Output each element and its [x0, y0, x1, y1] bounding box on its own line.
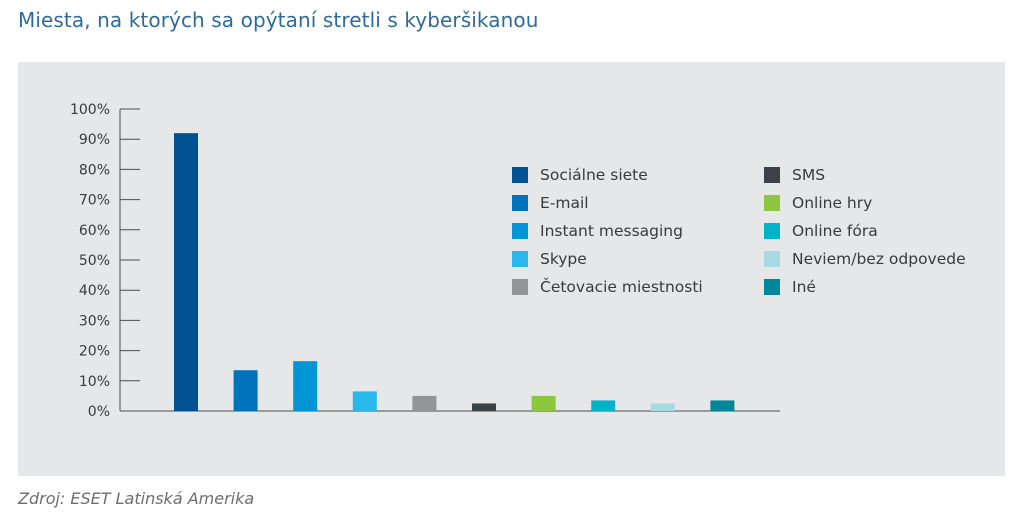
bar-4 [352, 391, 377, 411]
bar-5 [412, 395, 437, 411]
source-note: Zdroj: ESET Latinská Amerika [18, 489, 255, 508]
legend-label: Online fóra [792, 222, 878, 240]
legend-label: E-mail [540, 194, 589, 212]
y-tick-label: 40% [79, 283, 110, 299]
legend-swatch [764, 167, 780, 183]
bar-8 [591, 400, 616, 411]
legend-label: Iné [792, 278, 816, 296]
y-tick-label: 20% [79, 344, 110, 360]
y-tick-label: 30% [79, 313, 110, 329]
legend-swatch [512, 167, 528, 183]
y-tick-label: 80% [79, 162, 110, 178]
y-tick-label: 100% [70, 102, 110, 118]
y-tick-label: 60% [79, 223, 110, 239]
legend-swatch [512, 223, 528, 239]
bar-10 [710, 400, 735, 411]
legend-label: SMS [792, 166, 825, 184]
legend-swatch [764, 251, 780, 267]
y-tick-label: 10% [79, 374, 110, 390]
legend-label: Skype [540, 250, 587, 268]
bar-7 [531, 395, 556, 411]
y-tick-label: 70% [79, 193, 110, 209]
legend-swatch [764, 223, 780, 239]
legend-label: Online hry [792, 194, 872, 212]
bar-2 [233, 370, 258, 411]
legend-swatch [764, 279, 780, 295]
legend-swatch [512, 251, 528, 267]
legend-label: Sociálne siete [540, 166, 648, 184]
page-title: Miesta, na ktorých sa opýtaní stretli s … [18, 8, 539, 32]
legend-label: Neviem/bez odpovede [792, 250, 966, 268]
legend-label: Instant messaging [540, 222, 683, 240]
y-tick-label: 50% [79, 253, 110, 269]
bar-6 [472, 403, 496, 411]
legend-swatch [512, 279, 528, 295]
bar-9 [650, 403, 675, 411]
y-tick-label: 0% [88, 404, 110, 420]
bar-1 [174, 133, 198, 411]
legend-label: Četovacie miestnosti [540, 277, 703, 296]
legend-swatch [512, 195, 528, 211]
bar-3 [293, 361, 318, 411]
y-tick-label: 90% [79, 132, 110, 148]
legend-swatch [764, 195, 780, 211]
